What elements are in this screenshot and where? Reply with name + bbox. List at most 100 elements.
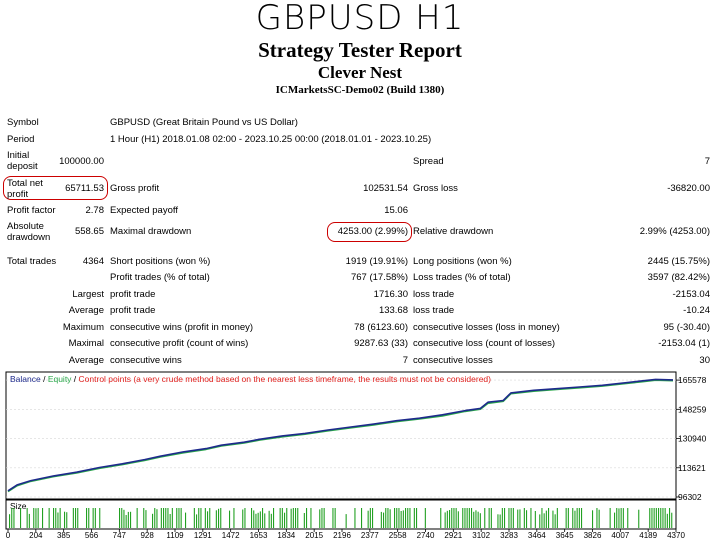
size-bar <box>13 508 15 528</box>
size-bar <box>398 508 400 528</box>
total-net-profit-value: 65711.53 <box>65 183 104 194</box>
size-bar <box>319 509 321 528</box>
y-tick-label: 113621 <box>678 463 706 473</box>
size-bar <box>468 508 470 528</box>
size-bar <box>33 508 35 528</box>
size-bar <box>462 508 464 528</box>
size-bar <box>484 508 486 528</box>
size-bar <box>361 508 363 528</box>
size-bar <box>196 514 198 528</box>
largest-loss-label: loss trade <box>413 289 455 300</box>
size-bar <box>405 508 407 528</box>
size-bar <box>662 508 664 528</box>
size-bar <box>512 508 514 528</box>
size-bar <box>526 510 528 528</box>
size-bar <box>143 508 145 528</box>
x-tick-label: 0 <box>6 531 11 540</box>
size-bar <box>244 508 246 528</box>
size-bar <box>160 508 162 528</box>
size-bar <box>156 509 158 528</box>
symbol-label: Symbol <box>7 117 39 128</box>
x-tick-label: 566 <box>85 531 99 540</box>
size-bar <box>94 508 96 528</box>
size-bar <box>220 508 222 528</box>
average-label: Average <box>68 305 104 316</box>
size-bar <box>541 508 543 528</box>
size-bar <box>578 508 580 528</box>
spread-label: Spread <box>413 156 444 167</box>
maximal-drawdown-label: Maximal drawdown <box>110 226 192 237</box>
size-bar <box>457 511 459 528</box>
x-tick-label: 2015 <box>305 531 323 540</box>
size-bar <box>200 508 202 528</box>
max-drawdown-highlight <box>327 222 412 242</box>
size-bar <box>649 508 651 528</box>
size-bar <box>53 508 55 528</box>
profit-trades-value: 767 (17.58%) <box>350 272 408 283</box>
max-consecutive-losses-label: consecutive losses (loss in money) <box>413 322 560 333</box>
size-bar <box>176 508 178 528</box>
x-tick-label: 1834 <box>277 531 295 540</box>
size-bar <box>198 508 200 528</box>
size-bar <box>303 513 305 528</box>
size-bar <box>295 508 297 528</box>
x-tick-label: 2740 <box>417 531 435 540</box>
average-consecutive-wins-label: consecutive wins <box>110 355 182 366</box>
absolute-drawdown-label-line2: drawdown <box>7 232 51 243</box>
size-bar <box>9 514 11 528</box>
size-bar <box>310 508 312 528</box>
spread-value: 7 <box>704 156 710 167</box>
size-bar <box>372 508 374 528</box>
short-positions-value: 1919 (19.91%) <box>345 256 408 267</box>
size-bar <box>64 511 66 528</box>
relative-drawdown-value: 2.99% (4253.00) <box>639 226 710 237</box>
expected-payoff-label: Expected payoff <box>110 205 178 216</box>
size-bar <box>86 508 88 528</box>
size-bar <box>284 512 286 528</box>
size-bar <box>424 508 426 528</box>
size-bar <box>508 508 510 528</box>
size-bar <box>451 508 453 528</box>
chart-plot-frame <box>5 371 677 500</box>
period-label: Period <box>7 134 35 145</box>
size-bar <box>165 508 167 528</box>
server-build: ICMarketsSC-Demo02 (Build 1380) <box>275 84 445 96</box>
size-bar <box>290 508 292 528</box>
size-bar <box>552 510 554 528</box>
size-bar <box>444 512 446 528</box>
size-bar <box>475 510 477 528</box>
size-bar <box>523 508 525 528</box>
size-bar <box>215 510 217 528</box>
size-bar <box>297 508 299 528</box>
size-bar <box>504 508 506 528</box>
average-profit-label: profit trade <box>110 305 156 316</box>
size-bar <box>66 512 68 528</box>
y-axis-ticks: 165578 148259 130940 113621 96302 <box>676 375 707 502</box>
size-bar <box>407 508 409 528</box>
average-consecutive-losses-label: consecutive losses <box>413 355 493 366</box>
size-bar <box>26 508 28 528</box>
x-axis-ticks: 0 204 385 566 747 928 1109 1291 1472 1653 1834 2015… <box>6 529 685 540</box>
size-bar <box>28 513 30 528</box>
size-bar <box>449 510 451 528</box>
maximal-consecutive-profit-label: consecutive profit (count of wins) <box>110 338 249 349</box>
total-trades-value: 4364 <box>82 256 104 267</box>
size-bar <box>396 508 398 528</box>
size-bar <box>167 508 169 528</box>
size-bar <box>152 513 154 528</box>
y-tick-label: 148259 <box>678 404 707 414</box>
legend-equity: Equity <box>48 374 72 384</box>
largest-profit-label: profit trade <box>110 289 156 300</box>
total-net-profit-label-line1: Total net <box>7 178 43 189</box>
size-bar <box>171 508 173 528</box>
size-bar <box>163 508 165 528</box>
size-bar <box>471 508 473 528</box>
max-consecutive-losses-value: 95 (-30.40) <box>663 322 710 333</box>
total-trades-label: Total trades <box>7 256 57 267</box>
maximal-consecutive-profit-value: 9287.63 (33) <box>354 338 408 349</box>
x-tick-label: 3645 <box>556 531 574 540</box>
x-tick-label: 2558 <box>389 531 407 540</box>
size-bar <box>497 514 499 528</box>
size-bar <box>257 512 259 528</box>
size-bar <box>473 511 475 528</box>
